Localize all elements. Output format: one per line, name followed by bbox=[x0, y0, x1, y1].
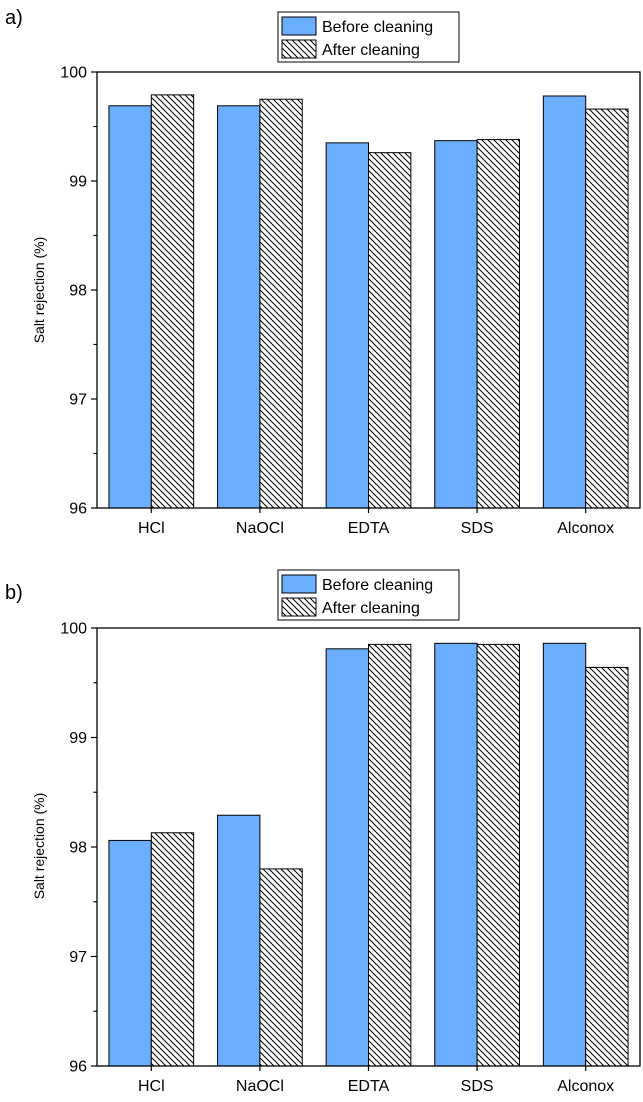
bar-b-before-sds bbox=[434, 642, 478, 1067]
y-tick-label-a: 96 bbox=[69, 501, 87, 518]
bar-a-before-alconox bbox=[542, 95, 587, 509]
x-tick-label-a-hcl: HCl bbox=[138, 520, 165, 537]
x-tick-label-a-edta: EDTA bbox=[348, 520, 390, 537]
bar-b-before-naocl bbox=[217, 814, 261, 1067]
y-axis-label-a: Salt rejection (%) bbox=[31, 237, 47, 344]
chart-panel-b: b) Before cleaning After cleaning Salt r… bbox=[5, 569, 641, 1095]
x-tick-label-a-alconox: Alconox bbox=[557, 520, 614, 537]
y-tick-label-b: 100 bbox=[60, 621, 87, 638]
bar-a-after-naocl bbox=[259, 98, 303, 509]
plot-b: 96 97 98 99 100 HCl NaOCl EDTA SDS Alconox bbox=[60, 621, 641, 1095]
bar-b-after-edta bbox=[368, 643, 412, 1067]
legend-swatch-before-b bbox=[281, 574, 317, 594]
legend-swatch-after-b bbox=[281, 597, 317, 617]
bar-b-before-edta bbox=[325, 648, 369, 1067]
panel-label-b: b) bbox=[5, 582, 23, 604]
legend-b: Before cleaning After cleaning bbox=[277, 569, 460, 621]
x-tick-label-b-edta: EDTA bbox=[348, 1078, 390, 1095]
y-tick-label-b: 97 bbox=[69, 949, 87, 966]
bar-a-before-sds bbox=[434, 140, 478, 509]
y-tick-label-a: 98 bbox=[69, 283, 87, 300]
y-tick-label-b: 99 bbox=[69, 730, 87, 747]
plot-a: 96 97 98 99 100 HCl NaOCl EDTA SDS Alconox bbox=[60, 65, 641, 537]
legend-swatch-before-a bbox=[281, 16, 317, 36]
bar-b-after-sds bbox=[476, 643, 520, 1067]
bar-a-after-edta bbox=[368, 152, 412, 509]
y-tick-label-a: 100 bbox=[60, 65, 87, 82]
bar-b-before-hcl bbox=[108, 839, 152, 1067]
legend-a: Before cleaning After cleaning bbox=[277, 11, 460, 63]
x-tick-label-b-alconox: Alconox bbox=[557, 1078, 614, 1095]
x-tick-label-a-naocl: NaOCl bbox=[236, 520, 284, 537]
legend-label-before-b: Before cleaning bbox=[322, 577, 433, 594]
bar-a-after-sds bbox=[476, 139, 520, 509]
bar-b-after-alconox bbox=[585, 666, 629, 1067]
y-tick-label-b: 96 bbox=[69, 1059, 87, 1076]
chart-panel-a: a) Before cleaning After cleaning Salt r… bbox=[5, 7, 641, 537]
bar-a-after-hcl bbox=[150, 94, 195, 509]
panel-label-a: a) bbox=[5, 7, 23, 29]
legend-label-before-a: Before cleaning bbox=[322, 19, 433, 36]
x-tick-label-b-naocl: NaOCl bbox=[236, 1078, 284, 1095]
bar-b-after-naocl bbox=[259, 868, 303, 1067]
bar-a-before-naocl bbox=[217, 105, 261, 509]
bar-a-before-edta bbox=[325, 142, 369, 509]
y-tick-label-a: 97 bbox=[69, 392, 87, 409]
x-tick-label-a-sds: SDS bbox=[461, 520, 494, 537]
legend-label-after-a: After cleaning bbox=[322, 42, 420, 59]
x-tick-label-b-sds: SDS bbox=[461, 1078, 494, 1095]
bar-b-before-alconox bbox=[542, 642, 587, 1067]
legend-swatch-after-a bbox=[281, 39, 317, 59]
x-tick-label-b-hcl: HCl bbox=[138, 1078, 165, 1095]
bar-a-after-alconox bbox=[585, 108, 629, 509]
y-tick-label-b: 98 bbox=[69, 840, 87, 857]
bar-b-after-hcl bbox=[150, 832, 195, 1067]
y-tick-label-a: 99 bbox=[69, 174, 87, 191]
bar-a-before-hcl bbox=[108, 105, 152, 509]
legend-label-after-b: After cleaning bbox=[322, 600, 420, 617]
y-axis-label-b: Salt rejection (%) bbox=[31, 793, 47, 900]
